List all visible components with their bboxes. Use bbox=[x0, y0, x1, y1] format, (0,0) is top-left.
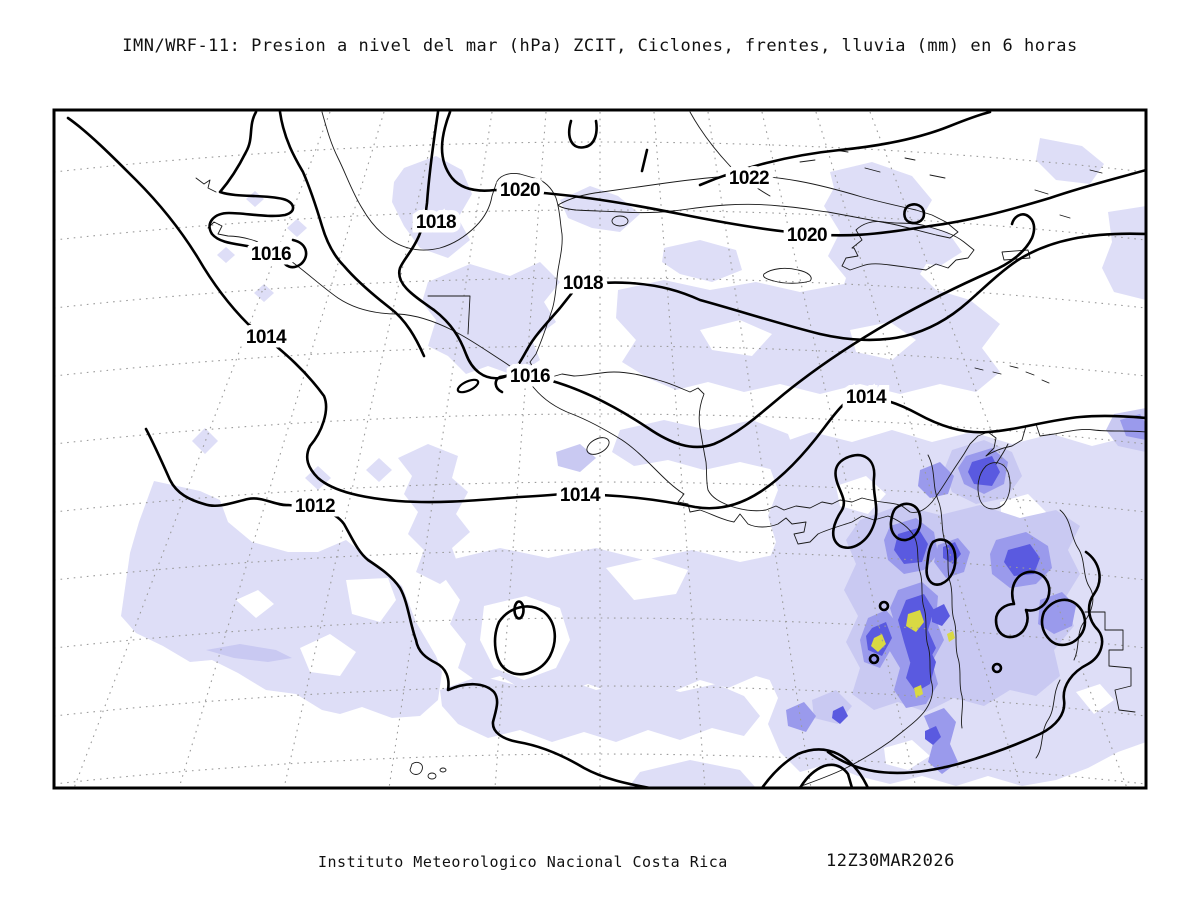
isobar-label: 1018 bbox=[416, 212, 456, 233]
graticule-layer bbox=[55, 111, 1145, 787]
isobar-label: 1020 bbox=[500, 180, 540, 201]
isobar-label: 1016 bbox=[251, 244, 291, 265]
isobar-label: 1014 bbox=[846, 387, 887, 408]
institution-label: Instituto Meteorologico Nacional Costa R… bbox=[318, 853, 728, 871]
page-title: IMN/WRF-11: Presion a nivel del mar (hPa… bbox=[122, 36, 1078, 56]
coastline-layer bbox=[195, 111, 1145, 787]
isobar-layer bbox=[66, 111, 1145, 787]
isobar-label: 1022 bbox=[729, 168, 769, 189]
isobar-label: 1014 bbox=[560, 485, 601, 506]
isobar-label: 1018 bbox=[563, 273, 603, 294]
isobar-label: 1016 bbox=[510, 366, 550, 387]
map-frame bbox=[52, 108, 1148, 790]
isobar-label: 1014 bbox=[246, 327, 287, 348]
isobar-label: 1020 bbox=[787, 225, 827, 246]
isobar-labels: 1020 1022 1018 1020 1016 1018 1014 1016 … bbox=[241, 164, 892, 522]
precipitation-layer bbox=[121, 138, 1145, 787]
isobar-label: 1012 bbox=[295, 496, 335, 517]
valid-time-label: 12Z30MAR2026 bbox=[826, 851, 955, 871]
